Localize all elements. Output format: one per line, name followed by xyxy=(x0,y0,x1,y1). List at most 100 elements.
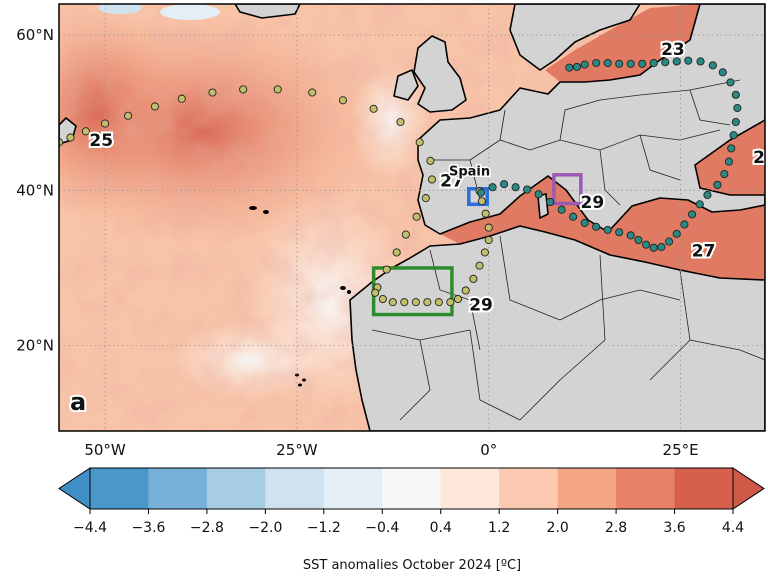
atlantic-track-point xyxy=(480,248,489,257)
mediterranean-baltic-track-point xyxy=(703,190,712,200)
colorbar-segment xyxy=(90,468,150,509)
panel-label: a xyxy=(70,388,86,416)
colorbar-tick-label: −1.2 xyxy=(307,520,341,536)
lon-tick-label: 25°W xyxy=(276,441,318,459)
atlantic-track-point xyxy=(382,265,391,274)
atlantic-track-point xyxy=(477,197,486,206)
colorbar-segment xyxy=(674,468,734,509)
colorbar-tick-label: 2.0 xyxy=(547,520,569,536)
mediterranean-baltic-track-point xyxy=(672,229,681,238)
longitude-ticks: 50°W 25°W 0° 25°E xyxy=(84,441,698,459)
lon-tick-label: 0° xyxy=(480,441,497,459)
track-temperature-label: 29 xyxy=(581,193,605,213)
mediterranean-baltic-track-point xyxy=(603,58,612,68)
mediterranean-baltic-track-point xyxy=(572,62,582,71)
latitude-ticks: 60°N 40°N 20°N xyxy=(16,26,54,355)
atlantic-track-point xyxy=(239,85,248,94)
land-great-britain xyxy=(413,35,467,113)
atlantic-track-point xyxy=(427,175,437,184)
atlantic-track-point xyxy=(273,85,282,94)
mediterranean-baltic-track-point xyxy=(534,190,543,199)
atlantic-track-point xyxy=(378,294,387,304)
mediterranean-baltic-track-point xyxy=(726,78,735,87)
mediterranean-baltic-track-point xyxy=(708,61,717,70)
atlantic-track-point xyxy=(469,274,478,283)
colorbar-segment xyxy=(323,468,383,509)
cold-anomaly-spot xyxy=(160,4,220,20)
mediterranean-baltic-track-point xyxy=(500,180,509,189)
atlantic-track-point xyxy=(421,194,430,203)
atlantic-track-point xyxy=(475,261,484,270)
atlantic-track-point xyxy=(150,102,159,111)
mediterranean-baltic-track-point xyxy=(592,222,601,231)
atlantic-track-point xyxy=(338,96,347,105)
colorbar-extend-high xyxy=(732,467,765,510)
colorbar-tick-label: 2.8 xyxy=(605,520,627,536)
colorbar-tick-label: 4.4 xyxy=(722,520,744,536)
mediterranean-baltic-track-point xyxy=(642,240,651,249)
mediterranean-baltic-track-point xyxy=(724,157,733,166)
mediterranean-baltic-track-point xyxy=(657,242,666,252)
colorbar-tick-label: −0.4 xyxy=(365,520,399,536)
colorbar-tick-label: −3.6 xyxy=(131,520,165,536)
atlantic-track-point xyxy=(81,127,90,136)
colorbar-label: SST anomalies October 2024 [ºC] xyxy=(303,558,521,573)
colorbar-tick-label: −2.0 xyxy=(248,520,282,536)
mediterranean-baltic-track-point xyxy=(511,183,520,192)
mediterranean-baltic-track-point xyxy=(592,58,601,68)
mediterranean-baltic-track-point xyxy=(680,220,689,229)
mediterranean-baltic-track-point xyxy=(695,200,704,209)
mediterranean-baltic-track-point xyxy=(523,185,532,194)
atlantic-track-point xyxy=(484,223,493,232)
mediterranean-baltic-track-point xyxy=(713,180,722,189)
mediterranean-baltic-track-point xyxy=(649,243,658,252)
mediterranean-baltic-track-point xyxy=(729,131,738,140)
colorbar-segment xyxy=(206,468,266,509)
black-sea xyxy=(695,120,765,195)
country-borders xyxy=(371,79,765,421)
temperature-labels: 25 27 29 29 27 25 23 xyxy=(87,38,765,317)
mediterranean-baltic-track-point xyxy=(603,225,612,234)
mediterranean-baltic-track-point xyxy=(557,205,566,214)
mediterranean-baltic-track-point xyxy=(727,144,736,153)
colorbar-segment xyxy=(557,468,617,509)
mediterranean-baltic-track-point xyxy=(580,60,589,69)
mediterranean-sea xyxy=(440,176,765,280)
atlantic-track-point xyxy=(415,138,424,147)
atlantic-track-point xyxy=(446,298,455,307)
colorbar-segment xyxy=(265,468,325,509)
mediterranean-baltic-track-point xyxy=(615,228,624,237)
mediterranean-baltic-track-point xyxy=(649,58,658,68)
colorbar-tick-label: 3.6 xyxy=(663,520,685,536)
track-temperature-label: 23 xyxy=(661,40,685,60)
land-africa xyxy=(349,225,765,431)
atlantic-track-point xyxy=(392,248,401,257)
colorbar-tick-label: −4.4 xyxy=(73,520,107,536)
cold-anomaly-spot xyxy=(98,4,142,14)
colorbar-tick-label: 0.4 xyxy=(430,520,452,536)
lat-tick-label: 60°N xyxy=(16,26,54,44)
track-temperature-label: 27 xyxy=(440,171,464,191)
graticule xyxy=(59,4,765,431)
atlantic-track-point xyxy=(396,117,405,127)
atlantic-track-point xyxy=(177,94,186,103)
atlantic-track-point xyxy=(412,212,421,221)
land xyxy=(59,4,765,431)
mediterranean-baltic-track-point xyxy=(720,169,729,179)
mediterranean-baltic-track-point xyxy=(661,58,670,67)
mediterranean-baltic-track-point xyxy=(696,57,705,66)
mediterranean-baltic-track-point xyxy=(488,183,497,192)
land-scandinavia xyxy=(509,4,641,71)
atlantic-track-point xyxy=(400,298,409,307)
atlantic-track-point xyxy=(401,230,410,239)
colorbar-segment xyxy=(499,468,559,509)
atlantic-track-point xyxy=(461,286,470,295)
atlantic-track-point xyxy=(369,104,378,113)
atlantic-track-point xyxy=(434,298,443,307)
mediterranean-baltic-track-point xyxy=(580,218,589,227)
colorbar-tick-label: 1.2 xyxy=(488,520,510,536)
colorbar-extend-low xyxy=(58,467,91,510)
mediterranean-baltic-track-point xyxy=(638,59,647,68)
atlantic-islands xyxy=(249,206,351,387)
